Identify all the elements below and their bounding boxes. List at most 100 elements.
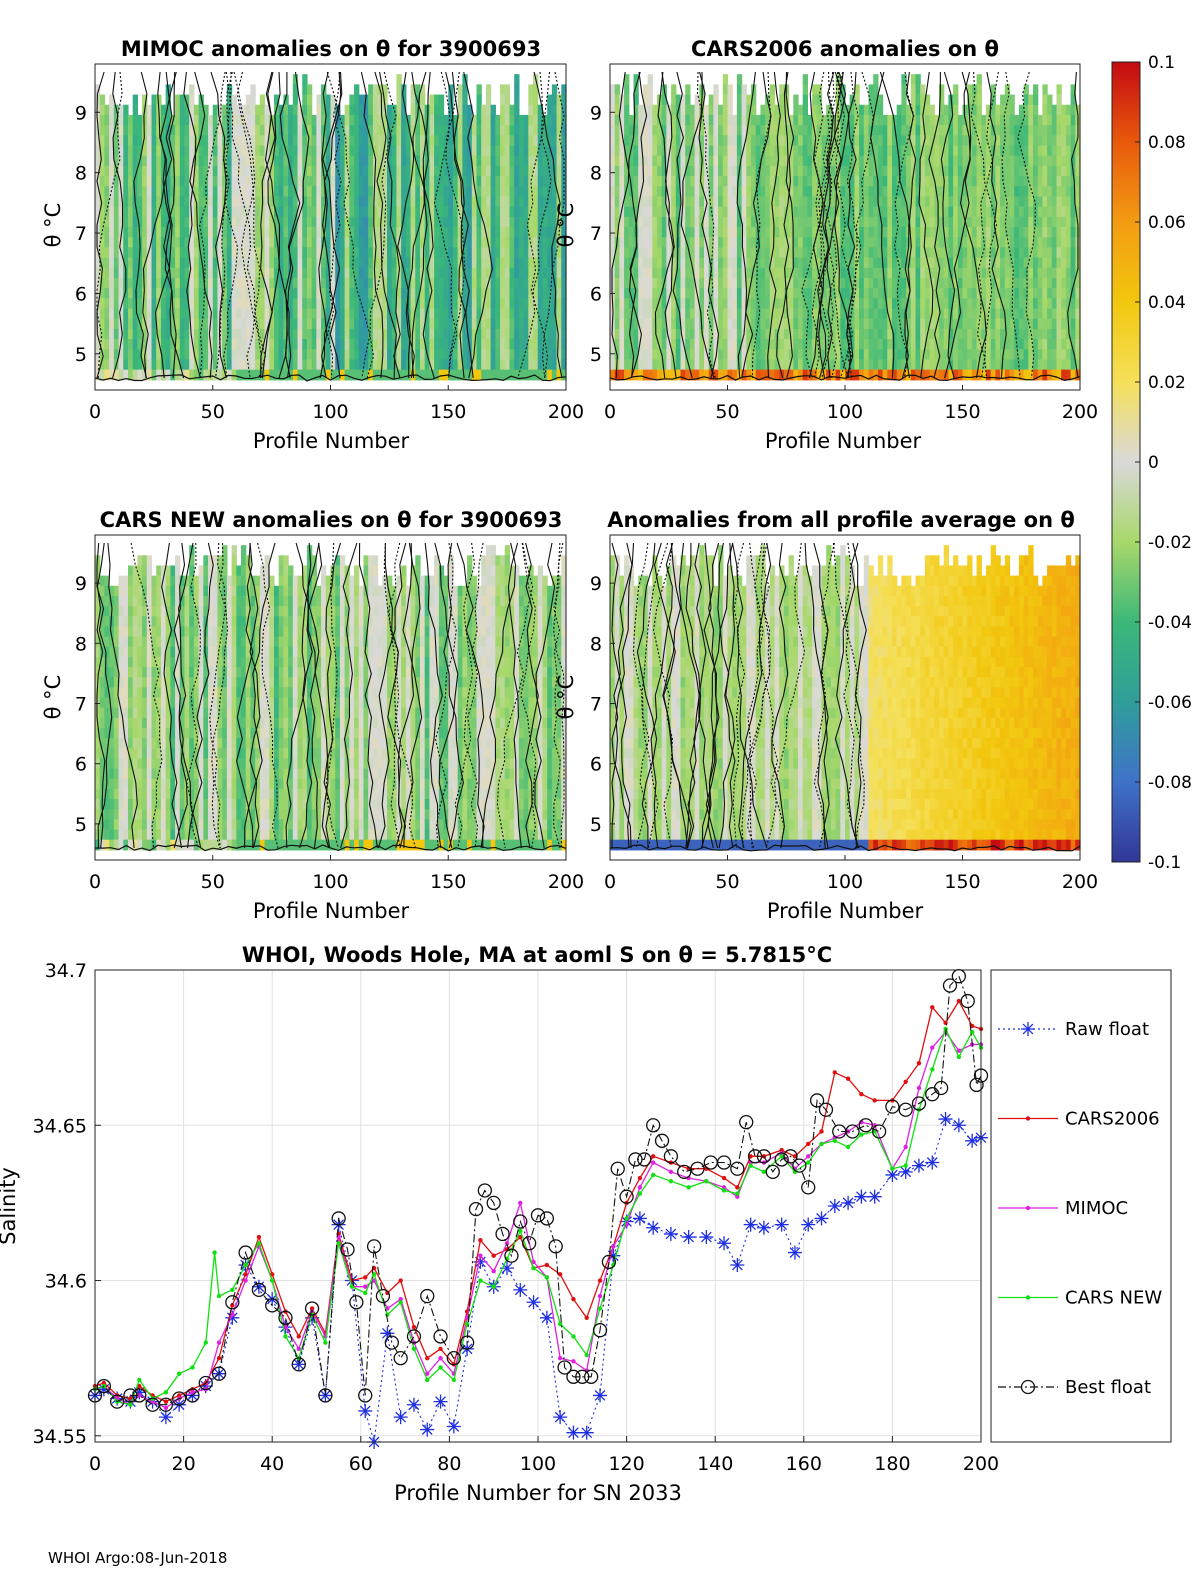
heatmap-cell [344,104,350,116]
heatmap-cell [372,135,379,147]
heatmap-cell [746,196,752,208]
heatmap-cell [751,186,757,198]
heatmap-cell [288,298,294,310]
heatmap-cell [259,318,266,330]
heatmap-cell [906,135,912,147]
heatmap-cell [528,84,534,96]
heatmap-cell [915,216,921,228]
heatmap-cell [179,237,186,248]
heatmap-cell [250,227,256,238]
heatmap-cell [661,94,667,106]
heatmap-cell [415,237,421,248]
heatmap-cell [718,165,724,177]
heatmap-cell [401,145,407,157]
heatmap-cell [514,288,520,299]
heatmap-cell [170,267,176,279]
heatmap-cell [523,145,529,157]
heatmap-cell [396,196,402,208]
heatmap-cell [661,308,667,320]
heatmap-cell [779,308,785,320]
heatmap-cell [382,369,388,381]
heatmap-cell [226,328,233,340]
heatmap-cell [113,216,120,228]
heatmap-cell [619,369,625,381]
heatmap-cell [863,227,870,238]
heatmap-cell [845,349,851,361]
heatmap-cell [854,206,860,218]
heatmap-cell [547,308,553,320]
heatmap-cell [457,298,463,310]
y-tick-label: 8 [75,163,87,185]
heatmap-cell [368,369,374,381]
heatmap-cell [633,318,639,330]
heatmap-cell [137,339,143,350]
heatmap-cell [292,328,299,340]
heatmap-cell [471,247,478,259]
heatmap-cell [887,298,893,310]
heatmap-cell [132,145,138,157]
heatmap-cell [528,155,534,167]
heatmap-cell [953,114,959,126]
heatmap-cell [765,196,771,208]
heatmap-cell [255,349,261,361]
heatmap-cell [278,369,284,381]
heatmap-cell [812,176,818,187]
heatmap-cell [156,288,162,299]
heatmap-cell [415,328,421,340]
heatmap-cell [835,227,841,238]
heatmap-cell [943,237,949,248]
heatmap-cell [462,298,468,310]
heatmap-cell [774,318,780,330]
heatmap-cell [533,227,539,238]
heatmap-cell [798,196,804,208]
heatmap-cell [127,216,134,228]
heatmap-cell [708,94,714,106]
heatmap-cell [514,155,520,167]
heatmap-cell [146,369,153,381]
heatmap-cell [109,165,115,177]
heatmap-cell [189,176,195,187]
heatmap-cell [448,237,454,248]
heatmap-cell [859,125,865,136]
heatmap-cell [699,298,705,310]
heatmap-cell [551,125,558,136]
heatmap-cell [666,247,672,259]
heatmap-cell [349,114,355,126]
heatmap-cell [556,267,562,279]
heatmap-cell [217,359,223,371]
heatmap-cell [929,237,935,248]
heatmap-cell [288,125,294,136]
heatmap-cell [104,369,110,381]
heatmap-cell [278,339,284,350]
heatmap-cell [335,328,341,340]
heatmap-cell [269,288,275,299]
heatmap-cell [264,196,270,208]
heatmap-cell [727,135,733,147]
heatmap-cell [278,227,284,238]
heatmap-cell [193,288,200,299]
heatmap-cell [680,114,686,126]
heatmap-cell [518,318,525,330]
heatmap-cell [694,247,700,259]
heatmap-cell [95,339,101,350]
heatmap-cell [962,267,968,279]
heatmap-cell [835,257,841,269]
heatmap-cell [924,94,931,106]
heatmap-cell [452,114,459,126]
heatmap-cell [419,298,426,310]
heatmap-cell [354,257,360,269]
heatmap-cell [297,349,303,361]
heatmap-cell [518,227,525,238]
heatmap-cell [736,349,743,361]
heatmap-cell [901,135,907,147]
heatmap-cell [882,125,888,136]
heatmap-cell [198,328,204,340]
heatmap-cell [887,257,893,269]
heatmap-cell [619,155,625,167]
heatmap-cell [751,216,757,228]
heatmap-cell [835,308,841,320]
heatmap-cell [198,125,204,136]
heatmap-cell [845,165,851,177]
heatmap-cell [226,308,233,320]
heatmap-cell [189,84,195,96]
